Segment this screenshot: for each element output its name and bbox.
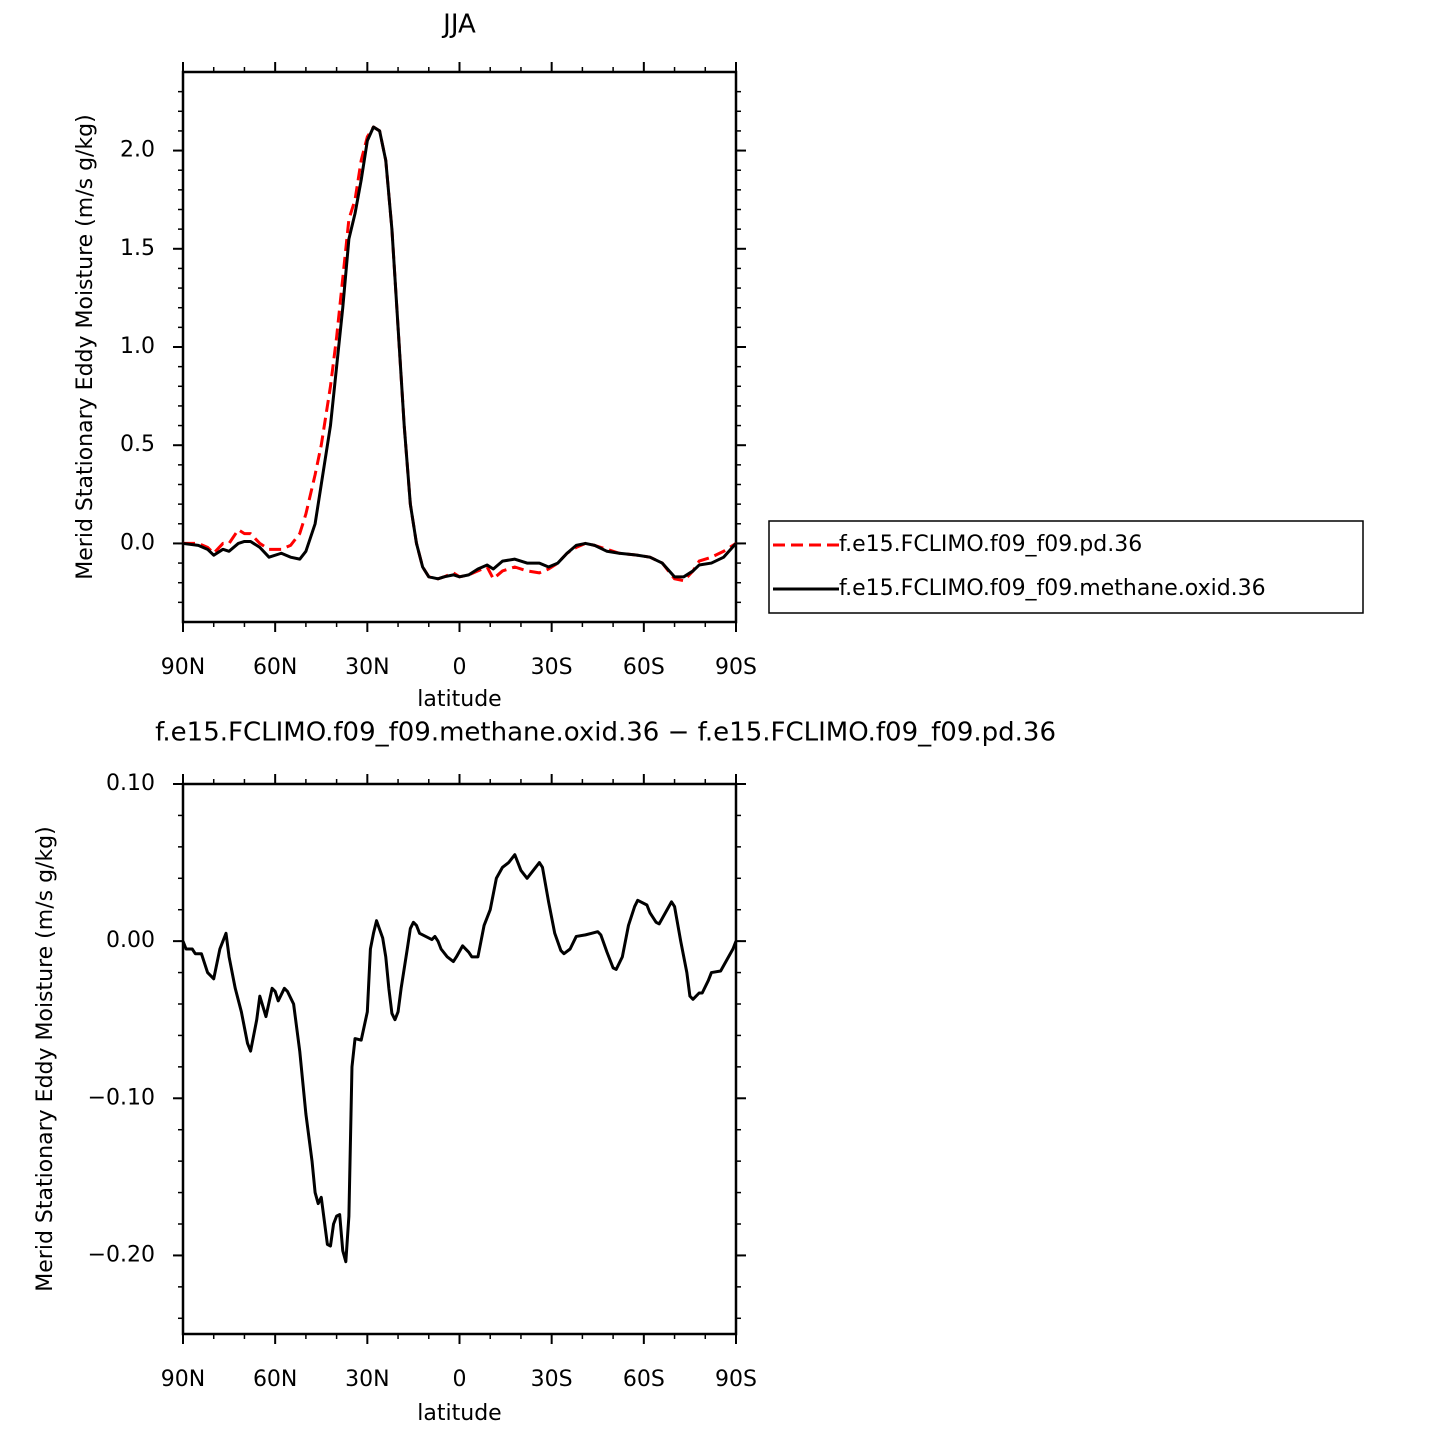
legend-box	[768, 520, 1364, 614]
x-tick-label: 60S	[623, 655, 665, 680]
y-axis-label: Merid Stationary Eddy Moisture (m/s g/kg…	[33, 826, 58, 1291]
chart-title: JJA	[441, 10, 476, 40]
y-tick-label: 1.5	[120, 236, 155, 261]
x-tick-label: 90N	[161, 1367, 205, 1392]
x-tick-label: 90N	[161, 655, 205, 680]
x-tick-label: 30N	[345, 1367, 389, 1392]
plot-frame	[181, 782, 738, 1336]
x-tick-label: 90S	[715, 1367, 757, 1392]
x-axis-label: latitude	[417, 1401, 501, 1426]
x-tick-label: 0	[453, 1367, 467, 1392]
y-tick-label: 2.0	[120, 138, 155, 163]
y-tick-label: −0.10	[88, 1085, 155, 1110]
chart-title: f.e15.FCLIMO.f09_f09.methane.oxid.36 − f…	[155, 718, 1056, 748]
y-tick-label: 0.5	[120, 432, 155, 457]
x-tick-label: 90S	[715, 655, 757, 680]
y-tick-label: −0.20	[88, 1242, 155, 1267]
legend-label: f.e15.FCLIMO.f09_f09.pd.36	[839, 532, 1142, 557]
y-axis-label: Merid Stationary Eddy Moisture (m/s g/kg…	[73, 114, 98, 579]
y-tick-label: 1.0	[120, 334, 155, 359]
y-tick-label: 0.00	[106, 928, 155, 953]
data-line	[181, 853, 738, 1264]
x-tick-label: 60N	[253, 655, 297, 680]
x-tick-label: 30S	[531, 1367, 573, 1392]
x-tick-label: 30S	[531, 655, 573, 680]
plot-frame	[181, 70, 738, 624]
x-tick-label: 0	[453, 655, 467, 680]
x-axis-label: latitude	[417, 687, 501, 712]
data-line	[182, 125, 738, 581]
y-tick-label: 0.0	[120, 530, 155, 555]
x-tick-label: 30N	[345, 655, 389, 680]
data-line	[183, 125, 737, 583]
x-tick-label: 60N	[253, 1367, 297, 1392]
legend-label: f.e15.FCLIMO.f09_f09.methane.oxid.36	[839, 576, 1266, 601]
y-tick-label: 0.10	[106, 771, 155, 796]
x-tick-label: 60S	[623, 1367, 665, 1392]
